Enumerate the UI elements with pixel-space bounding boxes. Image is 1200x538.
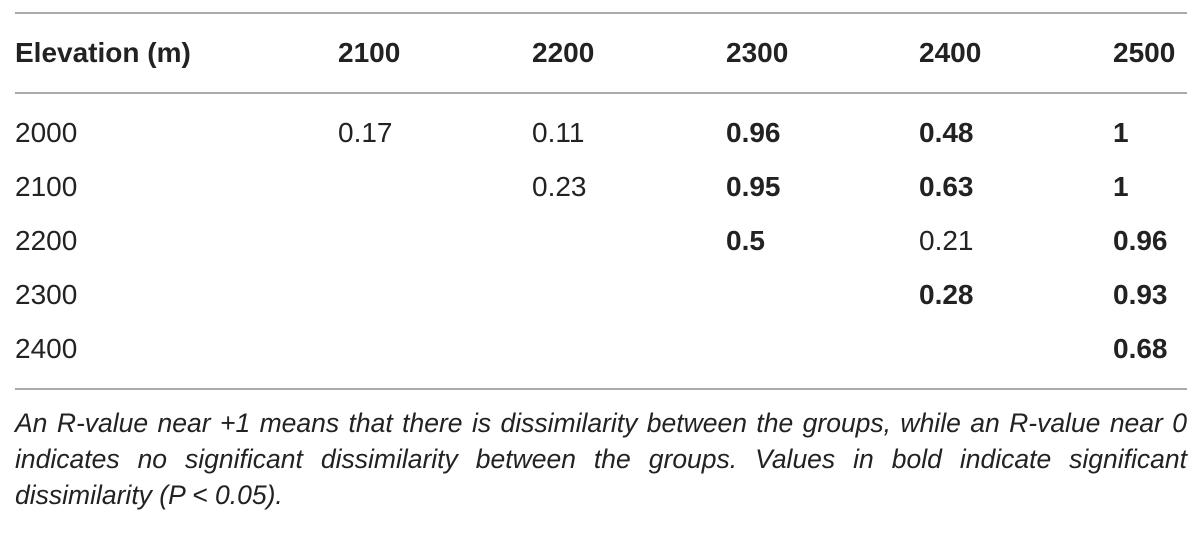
table-cell: 0.68 bbox=[1113, 333, 1168, 364]
header-cell: 2400 bbox=[919, 37, 982, 68]
header-rule bbox=[15, 92, 1187, 94]
table-cell: 0.63 bbox=[919, 171, 974, 202]
table-cell: 0.96 bbox=[726, 117, 781, 148]
table-cell: 0.28 bbox=[919, 279, 974, 310]
table-cell: 0.21 bbox=[919, 225, 974, 256]
table-cell: 0.96 bbox=[1113, 225, 1168, 256]
header-cell: 2500 bbox=[1113, 37, 1176, 68]
table-note: An R-value near +1 means that there is d… bbox=[15, 408, 1187, 510]
row-label: 2400 bbox=[15, 333, 78, 364]
bottom-rule bbox=[15, 388, 1187, 390]
header-cell: 2100 bbox=[338, 37, 401, 68]
row-label: 2100 bbox=[15, 171, 78, 202]
table-cell: 0.11 bbox=[532, 117, 585, 148]
table-cell: 0.5 bbox=[726, 225, 765, 256]
table-cell: 0.17 bbox=[338, 117, 393, 148]
row-label: 2200 bbox=[15, 225, 78, 256]
table-cell: 0.93 bbox=[1113, 279, 1168, 310]
table-cell: 0.48 bbox=[919, 117, 974, 148]
header-cell: Elevation (m) bbox=[15, 37, 191, 68]
table-cell: 0.23 bbox=[532, 171, 587, 202]
header-cell: 2200 bbox=[532, 37, 595, 68]
row-label: 2000 bbox=[15, 117, 78, 148]
table-cell: 1 bbox=[1113, 171, 1129, 202]
header-cell: 2300 bbox=[726, 37, 789, 68]
top-rule bbox=[15, 12, 1187, 14]
row-label: 2300 bbox=[15, 279, 78, 310]
table-cell: 1 bbox=[1113, 117, 1129, 148]
table-cell: 0.95 bbox=[726, 171, 781, 202]
